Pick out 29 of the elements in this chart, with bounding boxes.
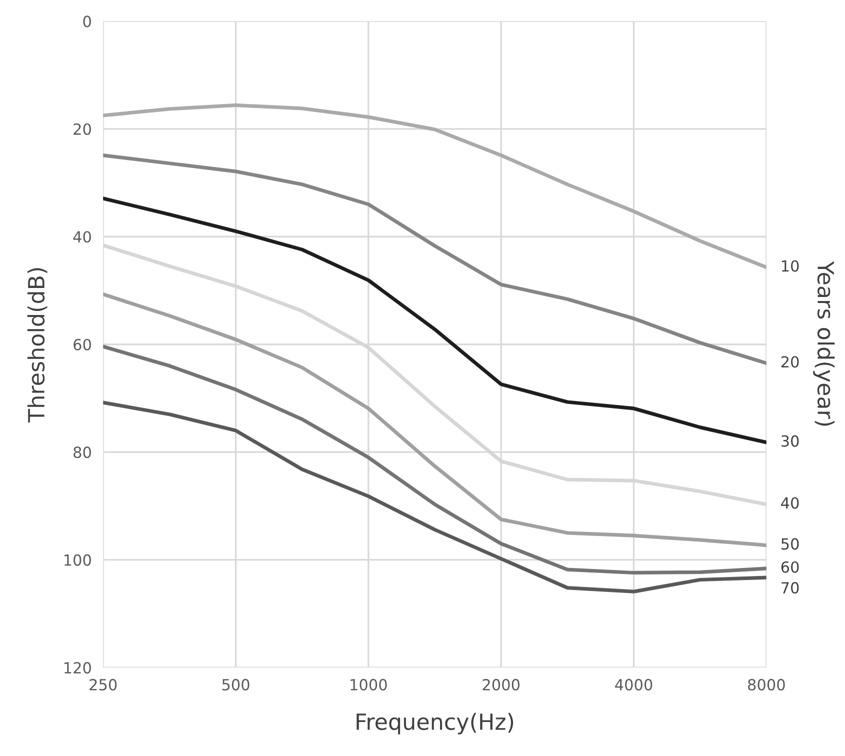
line-series (103, 103, 766, 270)
series-label: 40 (781, 497, 799, 509)
line-series (103, 196, 766, 444)
y-tick-label: 100 (64, 554, 91, 566)
x-axis-title: Frequency(Hz) (356, 712, 514, 734)
line-series (103, 292, 766, 548)
y-axis-title: Threshold(dB) (27, 268, 48, 423)
x-tick-label: 2000 (482, 678, 520, 690)
y-tick-label: 0 (83, 16, 91, 28)
series-label: 30 (781, 435, 799, 447)
y-tick-label: 120 (64, 662, 91, 674)
line-series (103, 153, 766, 366)
series-label: 60 (781, 561, 799, 573)
line-series (103, 400, 766, 594)
y2-axis-title: Years old(year) (813, 261, 835, 426)
y-tick-label: 20 (74, 123, 91, 135)
x-tick-label: 4000 (615, 678, 652, 690)
x-tick-label: 1000 (350, 678, 387, 690)
x-tick-label: 8000 (748, 678, 785, 690)
x-tick-label: 250 (90, 678, 117, 690)
series-label: 10 (782, 260, 799, 272)
series-label: 70 (782, 582, 799, 594)
y-tick-label: 40 (73, 231, 91, 243)
y-tick-label: 80 (74, 446, 91, 458)
line-series (103, 344, 766, 575)
y-tick-label: 60 (74, 338, 91, 350)
series-label: 20 (781, 356, 799, 368)
x-tick-label: 500 (222, 678, 250, 690)
series-label: 50 (781, 538, 799, 550)
